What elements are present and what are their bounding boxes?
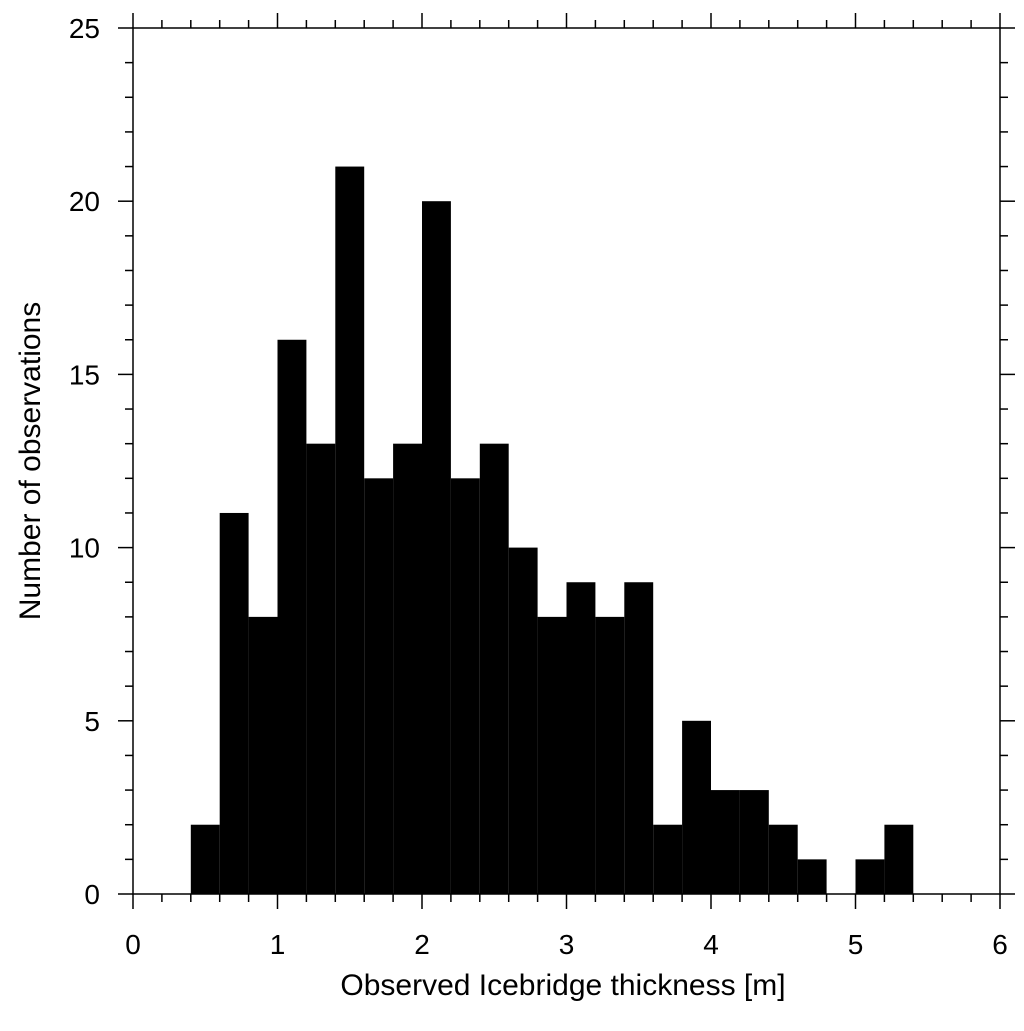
y-tick-label: 15 xyxy=(69,359,100,390)
x-axis-label: Observed Icebridge thickness [m] xyxy=(340,969,785,1002)
bar xyxy=(277,339,307,894)
bar xyxy=(537,616,567,894)
bar xyxy=(248,616,278,894)
y-tick-label: 25 xyxy=(69,13,100,44)
bar xyxy=(711,790,740,894)
y-axis-label: Number of observations xyxy=(14,302,47,621)
bar xyxy=(768,824,798,894)
x-tick-label: 5 xyxy=(848,929,864,960)
bar xyxy=(797,859,827,894)
bar xyxy=(653,824,683,894)
bar xyxy=(335,166,365,894)
bar xyxy=(739,790,769,894)
x-tick-label: 0 xyxy=(125,929,141,960)
x-tick-label: 2 xyxy=(414,929,430,960)
y-tick-label: 10 xyxy=(69,533,100,564)
bar xyxy=(884,824,914,894)
x-tick-label: 4 xyxy=(703,929,719,960)
bar xyxy=(422,201,451,894)
bar xyxy=(508,547,538,894)
bar xyxy=(682,720,711,894)
x-tick-label: 6 xyxy=(992,929,1008,960)
bar xyxy=(479,443,509,894)
bar xyxy=(595,616,625,894)
y-tick-label: 5 xyxy=(84,706,100,737)
bar xyxy=(364,478,394,894)
bar xyxy=(219,512,249,894)
y-tick-label: 0 xyxy=(84,879,100,910)
x-tick-label: 3 xyxy=(559,929,575,960)
bar xyxy=(190,824,220,894)
bar xyxy=(450,478,480,894)
bar xyxy=(393,443,422,894)
x-tick-label: 1 xyxy=(270,929,286,960)
y-tick-label: 20 xyxy=(69,186,100,217)
bar xyxy=(306,443,336,894)
bar xyxy=(855,859,885,894)
bar xyxy=(624,582,654,894)
bar xyxy=(566,582,596,894)
